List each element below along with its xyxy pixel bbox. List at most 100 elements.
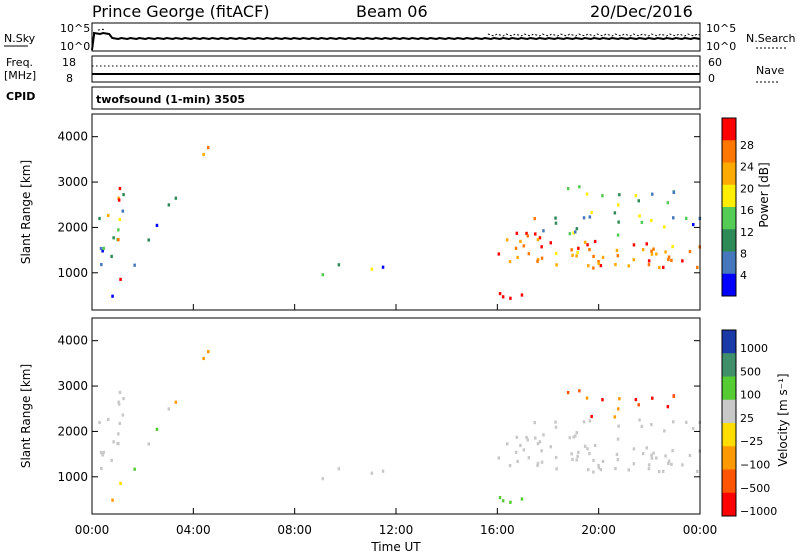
velocity-cell bbox=[540, 449, 543, 453]
power-cell bbox=[526, 234, 529, 238]
power-cell bbox=[522, 244, 526, 248]
power-cell bbox=[597, 260, 600, 264]
power-cell bbox=[538, 236, 542, 240]
velocity-cell bbox=[506, 442, 509, 446]
power-cell bbox=[672, 190, 676, 194]
power-cell bbox=[647, 259, 651, 263]
freq-label: Freq. bbox=[6, 56, 33, 69]
velocity-cell bbox=[497, 456, 501, 460]
power-cell bbox=[588, 215, 592, 219]
power-cell bbox=[554, 216, 557, 220]
velocity-cell bbox=[618, 397, 621, 401]
y-tick-label: 3000 bbox=[57, 379, 88, 393]
power-cell bbox=[617, 203, 620, 207]
velocity-cell bbox=[616, 437, 620, 441]
colorbar-swatch bbox=[722, 184, 736, 208]
velocity-cell bbox=[570, 452, 573, 456]
velocity-cell bbox=[568, 436, 572, 440]
power-cell bbox=[122, 193, 125, 197]
y-tick-label: 2000 bbox=[57, 424, 88, 438]
velocity-cell bbox=[627, 468, 630, 472]
colorbar-swatch bbox=[722, 399, 736, 424]
velocity-cell bbox=[566, 391, 570, 395]
power-cell bbox=[98, 216, 101, 221]
velocity-cell bbox=[578, 389, 581, 393]
velocity-cell bbox=[549, 445, 552, 449]
velocity-cell bbox=[641, 452, 645, 456]
freq-unit: [MHz] bbox=[4, 69, 36, 82]
velocity-y-axis: 4000 3000 2000 1000 bbox=[57, 334, 700, 484]
power-cell bbox=[652, 247, 655, 251]
power-ylabel: Slant Range [km] bbox=[19, 160, 33, 264]
power-cell bbox=[533, 217, 536, 221]
power-cell bbox=[658, 266, 661, 270]
velocity-cell bbox=[592, 470, 595, 474]
power-cell bbox=[525, 231, 528, 235]
colorbar-swatch bbox=[722, 229, 736, 252]
velocity-cell bbox=[167, 407, 171, 411]
power-cell bbox=[692, 223, 695, 227]
velocity-cell bbox=[617, 424, 620, 428]
power-cell bbox=[519, 239, 522, 243]
velocity-cell bbox=[555, 467, 558, 471]
colorbar-tick-label: 500 bbox=[740, 365, 761, 378]
colorbar-tick-label: 20 bbox=[740, 182, 754, 195]
power-cell bbox=[662, 265, 665, 269]
colorbar-swatch bbox=[722, 492, 736, 517]
velocity-cell bbox=[337, 467, 341, 471]
power-cell bbox=[107, 213, 110, 218]
velocity-cell bbox=[526, 438, 529, 442]
velocity-colorbar-label: Velocity [m s⁻¹] bbox=[776, 373, 790, 466]
nsearch-series bbox=[97, 28, 701, 37]
velocity-cell bbox=[121, 413, 125, 417]
velocity-cell bbox=[111, 498, 114, 502]
velocity-cell bbox=[534, 436, 537, 440]
power-cell bbox=[651, 192, 654, 196]
velocity-cell bbox=[577, 450, 580, 454]
power-cell bbox=[497, 252, 501, 256]
power-cell bbox=[506, 238, 509, 242]
x-tick-label: 00:00 bbox=[75, 523, 110, 537]
velocity-cell bbox=[515, 435, 519, 439]
colorbar-tick-label: 4 bbox=[740, 269, 747, 282]
colorbar-tick-label: 8 bbox=[740, 248, 747, 261]
power-cell bbox=[645, 242, 648, 246]
velocity-cell bbox=[107, 417, 110, 422]
power-cell bbox=[601, 255, 605, 259]
power-cell bbox=[117, 228, 120, 232]
power-cell bbox=[540, 245, 543, 249]
velocity-cell bbox=[498, 496, 502, 500]
power-cell bbox=[575, 227, 579, 231]
colorbar-tick-label: 12 bbox=[740, 226, 754, 239]
colorbar-frame bbox=[721, 117, 737, 297]
velocity-cell bbox=[650, 422, 653, 427]
velocity-cell bbox=[207, 350, 210, 354]
power-cell bbox=[670, 258, 673, 262]
colorbar-swatch bbox=[722, 251, 736, 275]
colorbar-swatch bbox=[722, 162, 736, 186]
nsky-label: N.Sky bbox=[4, 32, 36, 45]
power-panel: 4000 3000 2000 1000 Slant Range [km] 28 24 20… bbox=[19, 113, 771, 311]
power-cell bbox=[381, 265, 385, 269]
velocity-cell bbox=[117, 402, 121, 406]
velocity-cell bbox=[640, 424, 644, 428]
power-cell bbox=[618, 193, 621, 197]
velocity-cell bbox=[666, 405, 670, 409]
colorbar-swatch bbox=[722, 423, 736, 447]
power-cell bbox=[590, 210, 593, 215]
power-cell bbox=[321, 273, 324, 277]
power-cell bbox=[685, 216, 688, 220]
power-cell bbox=[641, 248, 645, 252]
power-cell bbox=[634, 194, 638, 198]
velocity-cell bbox=[613, 415, 617, 419]
velocity-cell bbox=[118, 421, 122, 425]
power-cell bbox=[617, 220, 620, 224]
power-cell bbox=[681, 259, 684, 263]
power-cell bbox=[571, 253, 574, 257]
nsky-tick-bottom-right: 10^0 bbox=[706, 40, 736, 53]
y-tick-label: 4000 bbox=[57, 334, 88, 348]
power-cell bbox=[498, 292, 502, 296]
velocity-cell bbox=[554, 425, 558, 429]
power-cell bbox=[100, 263, 103, 267]
y-tick-label: 3000 bbox=[57, 175, 88, 189]
